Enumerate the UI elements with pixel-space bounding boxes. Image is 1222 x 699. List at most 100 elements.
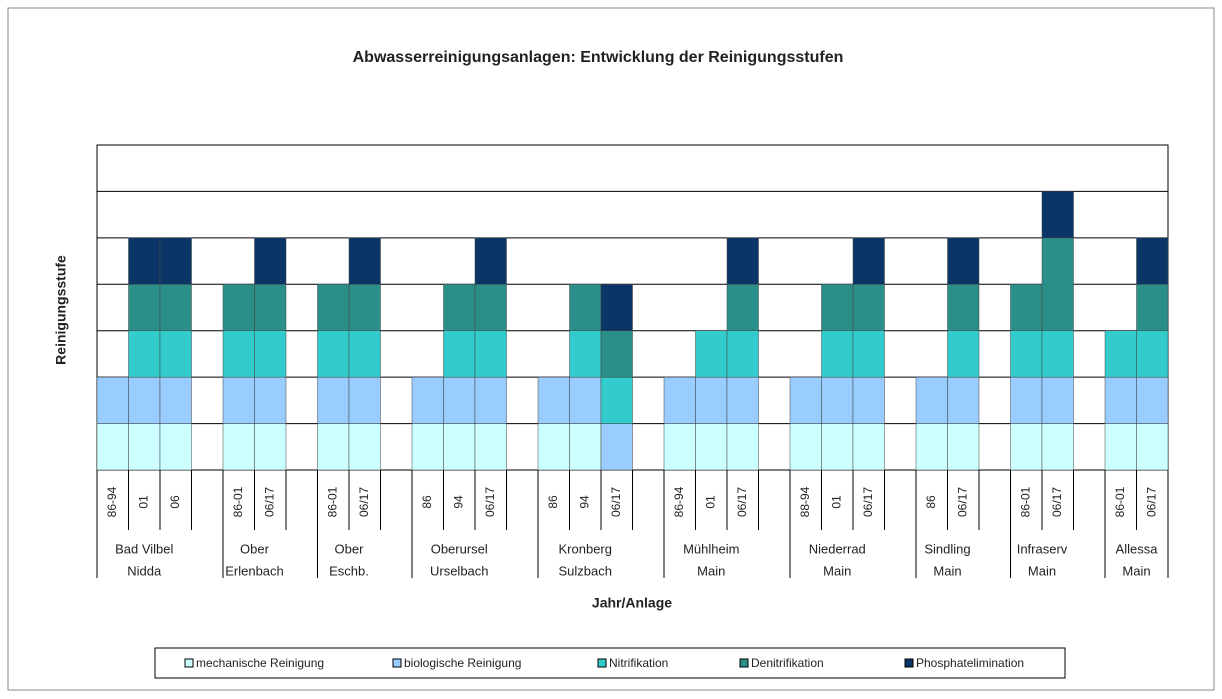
x-tick-label: 06/17 (357, 487, 371, 517)
x-tick-label: 06/17 (1144, 487, 1158, 517)
bar-segment (726, 423, 759, 471)
group-label: Main (823, 563, 851, 578)
group-label: Niederrad (809, 541, 866, 556)
bar-segment (1136, 330, 1169, 378)
x-tick-label: 06/17 (955, 487, 969, 517)
bar-segment (852, 284, 885, 331)
bar-segment (443, 376, 476, 424)
bar-segment (317, 330, 350, 378)
bar-segment (947, 237, 980, 285)
bar-segment (1010, 284, 1043, 331)
x-tick-label: 86-01 (325, 486, 339, 517)
bar-segment (600, 423, 633, 471)
bar-segment (695, 376, 728, 424)
x-tick-label: 06 (168, 495, 182, 509)
bar-segment (159, 284, 192, 331)
group-label: Erlenbach (225, 563, 284, 578)
bar-segment (947, 284, 980, 331)
legend-swatch (597, 658, 607, 668)
chart-title: Abwasserreinigungsanlagen: Entwicklung d… (353, 49, 844, 66)
x-tick-label: 01 (829, 495, 843, 509)
bar-segment (569, 330, 602, 378)
bar-segment (537, 376, 570, 424)
bar-segment (1136, 284, 1169, 331)
bar-segment (474, 284, 507, 331)
bar-segment (1041, 237, 1074, 331)
bar-segment (348, 423, 381, 471)
bar-segment (1041, 191, 1074, 239)
x-tick-label: 86-01 (231, 486, 245, 517)
legend-swatch (904, 658, 914, 668)
bar-segment (1104, 423, 1137, 471)
bar-segment (821, 284, 854, 331)
bar-segment (726, 376, 759, 424)
bar-segment (96, 423, 129, 471)
group-label: Sindling (924, 541, 970, 556)
bar-segment (789, 423, 822, 471)
bar-segment (443, 284, 476, 331)
bar-segment (1041, 330, 1074, 378)
legend-label: mechanische Reinigung (196, 656, 324, 670)
bar-segment (726, 237, 759, 285)
bar-segment (411, 423, 444, 471)
bar-segment (569, 376, 602, 424)
bar-segment (600, 376, 633, 424)
bar-segment (128, 237, 161, 285)
bar-segment (1041, 376, 1074, 424)
bar-segment (96, 376, 129, 424)
bar-segment (474, 237, 507, 285)
bar-segment (317, 423, 350, 471)
bar-segment (852, 330, 885, 378)
bar-segment (1104, 376, 1137, 424)
y-axis-title: Reinigungsstufe (53, 255, 69, 365)
bar-segment (1104, 330, 1137, 378)
bar-segment (443, 423, 476, 471)
bar-segment (254, 330, 287, 378)
bar-segment (348, 376, 381, 424)
group-label: Bad Vilbel (115, 541, 173, 556)
bar-segment (222, 423, 255, 471)
bar-segment (695, 330, 728, 378)
bar-segment (317, 376, 350, 424)
bar-segment (600, 284, 633, 331)
x-tick-label: 86 (546, 495, 560, 509)
bar-segment (222, 330, 255, 378)
bar-segment (128, 330, 161, 378)
bar-segment (821, 330, 854, 378)
legend-swatch (184, 658, 194, 668)
group-label: Main (697, 563, 725, 578)
legend-label: Phosphatelimination (916, 656, 1024, 670)
bar-segment (1136, 237, 1169, 285)
bar-segment (159, 330, 192, 378)
x-tick-label: 06/17 (262, 487, 276, 517)
bar-segment (159, 376, 192, 424)
group-label: Eschb. (329, 563, 369, 578)
legend-swatch (392, 658, 402, 668)
x-tick-label: 86 (924, 495, 938, 509)
bar-segment (254, 237, 287, 285)
bar-segment (537, 423, 570, 471)
bar-segment (1136, 423, 1169, 471)
x-tick-label: 86-94 (672, 486, 686, 517)
group-label: Ober (240, 541, 270, 556)
legend-label: Nitrifikation (609, 656, 668, 670)
group-label: Main (1122, 563, 1150, 578)
legend: mechanische Reinigung biologische Reinigu… (184, 656, 1024, 670)
bar-segment (569, 284, 602, 331)
bar-segment (821, 376, 854, 424)
x-tick-label: 01 (136, 495, 150, 509)
x-tick-label: 94 (577, 495, 591, 509)
bar-segment (254, 423, 287, 471)
x-tick-label: 94 (451, 495, 465, 509)
group-label: Kronberg (559, 541, 612, 556)
bar-segment (600, 330, 633, 378)
bar-segment (726, 284, 759, 331)
legend-swatch (739, 658, 749, 668)
bar-segment (128, 376, 161, 424)
bar-segment (254, 376, 287, 424)
group-label: Ober (335, 541, 365, 556)
bar-segment (915, 423, 948, 471)
legend-label: biologische Reinigung (404, 656, 521, 670)
bar-segment (915, 376, 948, 424)
